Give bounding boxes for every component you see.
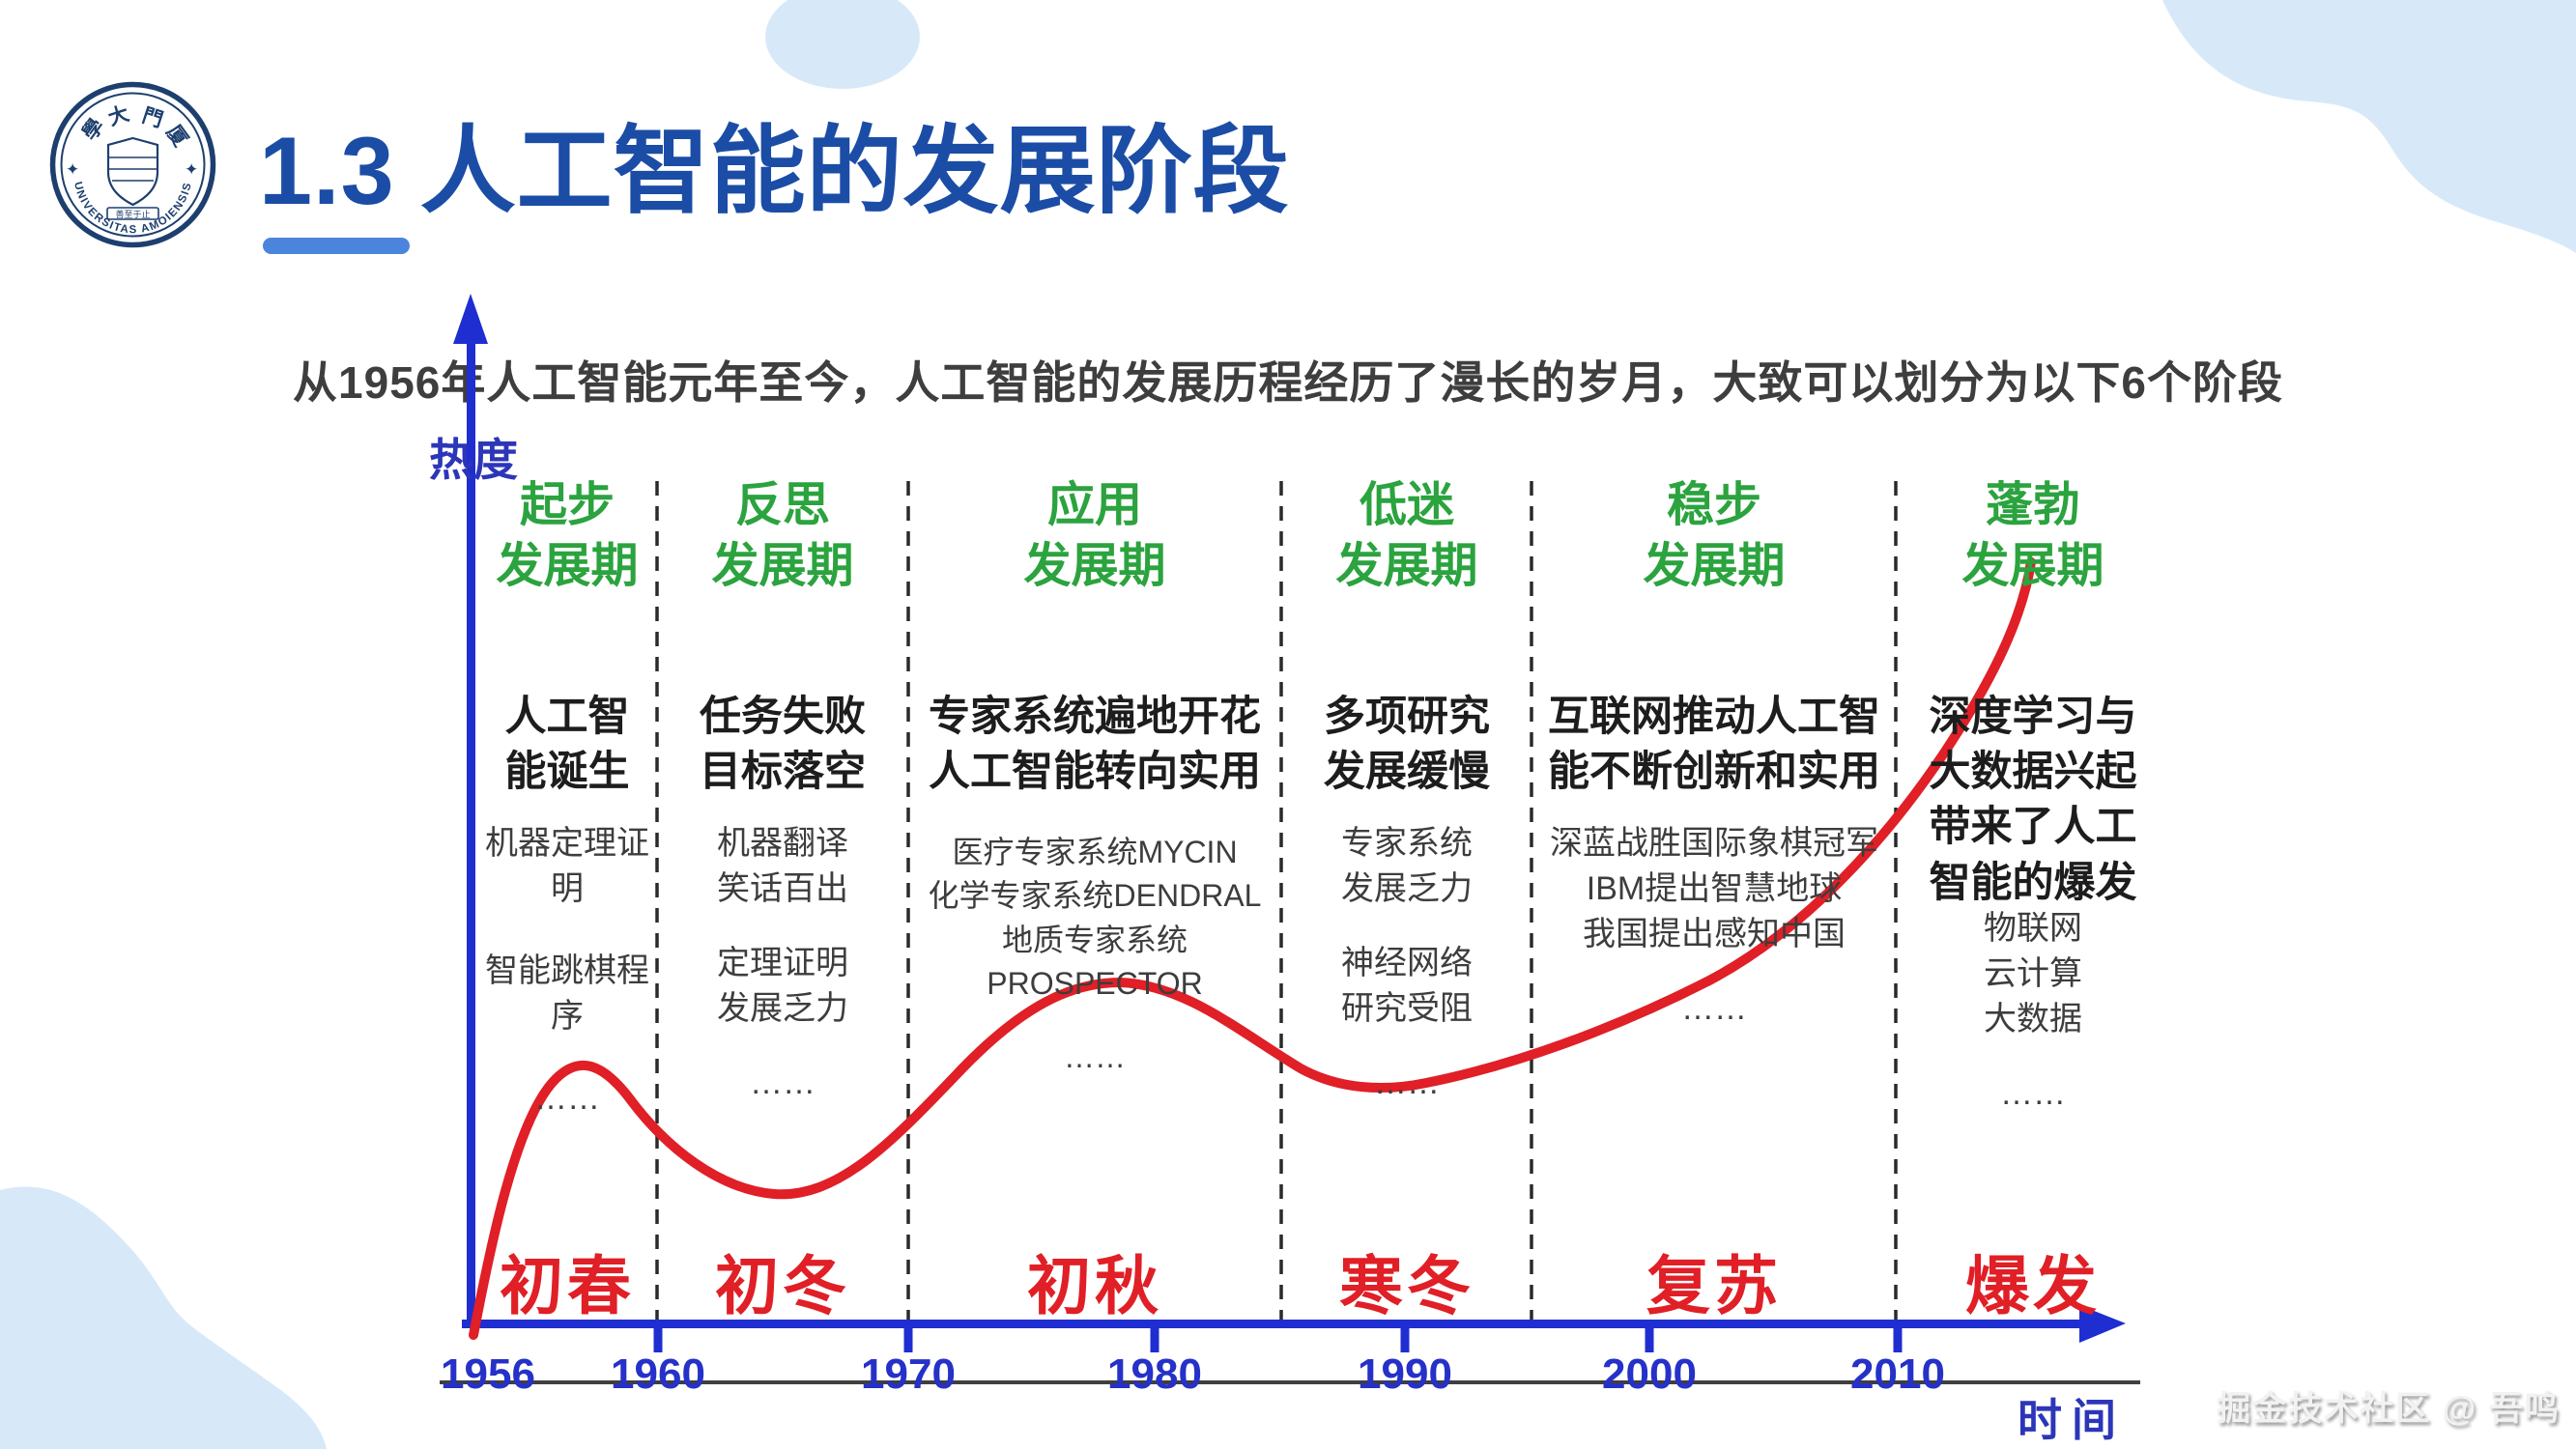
phase-detail: 机器定理证明 [485, 825, 649, 907]
page-title: 1.3 人工智能的发展阶段 [259, 93, 1290, 232]
phase-headline: 任务失败 目标落空 [700, 694, 866, 796]
phase-headline: 多项研究 发展缓慢 [1324, 694, 1490, 796]
x-axis [462, 1320, 2085, 1328]
year-label: 2000 [1602, 1350, 1697, 1398]
logo-shield [106, 136, 159, 207]
bottom-rule [440, 1380, 2140, 1384]
phase-period: 应用 发展期 [1023, 479, 1166, 592]
phase-period: 起步 发展期 [496, 479, 639, 592]
phase-headline: 人工智 能诞生 [504, 694, 630, 796]
axes [453, 294, 2126, 1352]
bottom-left-blob [0, 1186, 327, 1449]
logo-inner-ring [60, 92, 206, 238]
phase-season: 初秋 [1027, 1250, 1162, 1321]
year-label: 1990 [1358, 1350, 1452, 1398]
phase-detail: 智能跳棋程序 [485, 952, 649, 1035]
phase-detail: 神经网络 研究受阻 [1341, 944, 1473, 1027]
phase-column-5: 稳步 发展期 互联网推动人工智 能不断创新和实用 深蓝战胜国际象棋冠军 IBM提… [1535, 0, 1893, 1449]
x-axis-ticks [653, 1325, 1903, 1352]
title-underline [263, 238, 410, 254]
phase-headline: 深度学习与 大数据兴起 带来了人工 智能的爆发 [1929, 694, 2137, 906]
phase-detail: 机器翻译 笑话百出 [717, 825, 848, 907]
university-logo: 學 大 門 厦 ✦ ✦ 善至于止 UNIVERSITAS AMOIENSIS [49, 81, 216, 248]
phase-detail: …… [534, 1079, 600, 1117]
section-number: 1.3 [259, 117, 395, 224]
phase-season: 爆发 [1965, 1250, 2101, 1321]
year-label: 1956 [441, 1350, 535, 1398]
phase-separators [655, 481, 1898, 1320]
phase-headline: 专家系统遍地开花 人工智能转向实用 [929, 694, 1261, 796]
phase-period: 蓬勃 发展期 [1961, 479, 2104, 592]
phase-column-2: 反思 发展期 任务失败 目标落空 机器翻译 笑话百出 定理证明 发展乏力 …… … [661, 0, 904, 1449]
y-axis-arrow [453, 294, 488, 344]
year-label: 1960 [611, 1350, 705, 1398]
logo-star-left: ✦ [66, 160, 79, 179]
watermark: 掘金技术社区 @ 吾鸣 [2217, 1390, 2561, 1428]
phase-detail: …… [2000, 1074, 2066, 1112]
year-label: 1980 [1107, 1350, 1202, 1398]
top-center-blob [765, 0, 920, 89]
phase-detail: …… [1064, 1038, 1126, 1074]
logo-shield-stripes [109, 156, 157, 182]
phase-detail: …… [1374, 1064, 1440, 1101]
phase-season: 复苏 [1646, 1250, 1782, 1321]
top-right-blob [2162, 0, 2576, 253]
logo-star-right: ✦ [185, 160, 198, 179]
phase-column-3: 应用 发展期 专家系统遍地开花 人工智能转向实用 医疗专家系统MYCIN 化学专… [912, 0, 1277, 1449]
phase-column-4: 低迷 发展期 多项研究 发展缓慢 专家系统 发展乏力 神经网络 研究受阻 …… … [1285, 0, 1529, 1449]
year-label: 2010 [1850, 1350, 1945, 1398]
phase-detail: 医疗专家系统MYCIN 化学专家系统DENDRAL 地质专家系统PROSPECT… [928, 835, 1262, 1002]
phase-headline: 互联网推动人工智 能不断创新和实用 [1548, 694, 1880, 796]
y-axis-label: 热度 [429, 435, 518, 485]
phase-season: 初春 [500, 1250, 635, 1321]
phase-detail: …… [1681, 989, 1747, 1027]
year-label: 1970 [861, 1350, 956, 1398]
phase-detail: …… [750, 1064, 816, 1101]
phase-season: 初冬 [715, 1250, 850, 1321]
x-axis-label: 时间 [2018, 1395, 2126, 1445]
phase-period: 稳步 发展期 [1643, 479, 1786, 592]
logo-outer-ring [49, 81, 216, 248]
phase-period: 反思 发展期 [711, 479, 854, 592]
phase-season: 寒冬 [1339, 1250, 1474, 1321]
phase-detail: 定理证明 发展乏力 [717, 944, 848, 1027]
phase-detail: 专家系统 发展乏力 [1341, 825, 1473, 907]
intro-text: 从1956年人工智能元年至今，人工智能的发展历程经历了漫长的岁月，大致可以划分为… [293, 357, 2283, 408]
phase-column-6: 蓬勃 发展期 深度学习与 大数据兴起 带来了人工 智能的爆发 物联网 云计算 大… [1900, 0, 2166, 1449]
phase-period: 低迷 发展期 [1335, 479, 1478, 592]
x-axis-arrow [2079, 1305, 2126, 1343]
title-text: 人工智能的发展阶段 [419, 117, 1290, 224]
phase-detail: 物联网 云计算 大数据 [1984, 910, 2082, 1037]
phase-column-1: 起步 发展期 人工智 能诞生 机器定理证明 智能跳棋程序 …… 初春 [475, 0, 659, 1449]
y-axis [467, 338, 475, 1326]
hype-curve [469, 557, 2036, 1340]
logo-motto: 善至于止 [115, 209, 150, 219]
logo-banner [106, 207, 159, 220]
phase-detail: 深蓝战胜国际象棋冠军 IBM提出智慧地球 我国提出感知中国 [1550, 825, 1878, 952]
